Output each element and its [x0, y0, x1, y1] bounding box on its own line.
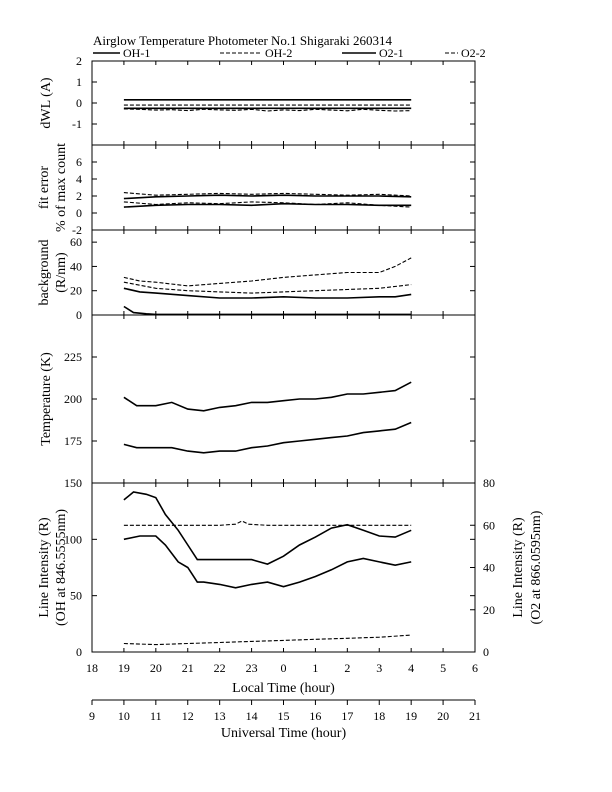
y-tick-label: -2 [72, 223, 82, 237]
ut-tick-label: 19 [405, 709, 417, 723]
y-tick-label: 4 [76, 172, 82, 186]
y-tick-label: 150 [64, 476, 82, 490]
series-oh-1 [123, 287, 412, 299]
ut-tick-label: 12 [182, 709, 194, 723]
series-o2-2 [123, 281, 412, 294]
panel-temp: 225 200 175 Temperature (K) [39, 314, 476, 484]
y2-tick-label: 20 [483, 603, 495, 617]
local-tick-label: 20 [150, 661, 162, 675]
y-axis-label: Temperature (K) [39, 352, 54, 446]
y2-tick-label: 0 [483, 645, 489, 659]
ut-tick-label: 14 [246, 709, 258, 723]
y-axis-label: dWL (A) [39, 77, 54, 129]
y-axis-label: fit error [37, 166, 52, 209]
ut-axis-label: Universal Time (hour) [221, 726, 347, 741]
y-axis-label: Line Intensity (R) [37, 517, 52, 618]
legend-label: OH-2 [265, 46, 292, 60]
local-axis-label: Local Time (hour) [232, 681, 335, 696]
ut-tick-label: 18 [373, 709, 385, 723]
y-tick-label: 100 [64, 532, 82, 546]
y-axis-label: background [37, 239, 52, 305]
y-tick-label: 2 [76, 189, 82, 203]
local-tick-label: 23 [246, 661, 258, 675]
series-o2-2 [123, 201, 412, 208]
series-o2-1 [123, 202, 412, 208]
local-tick-label: 19 [118, 661, 130, 675]
ut-tick-label: 9 [89, 709, 95, 723]
series-o2-2 [123, 108, 412, 112]
y-tick-label: 175 [64, 434, 82, 448]
panel-frame [91, 144, 476, 231]
panel-frame [91, 482, 476, 653]
y-tick-label: 60 [70, 235, 82, 249]
local-tick-label: 0 [281, 661, 287, 675]
panel-dwl: 2 1 0 -1 dWL (A) [39, 54, 476, 146]
figure-title: Airglow Temperature Photometer No.1 Shig… [93, 33, 393, 48]
series-o2-2 [123, 634, 412, 646]
local-tick-label: 1 [312, 661, 318, 675]
panel-bg: 60 40 20 0 background (R/nm) [37, 229, 476, 322]
local-tick-label: 5 [440, 661, 446, 675]
series-oh-2 [123, 535, 412, 589]
y-tick-label: 0 [76, 96, 82, 110]
ut-tick-label: 11 [150, 709, 162, 723]
y-tick-label: 0 [76, 308, 82, 322]
legend-label: OH-1 [123, 46, 150, 60]
series-oh-2 [123, 192, 412, 197]
y-tick-label: -1 [72, 117, 82, 131]
ut-tick-label: 15 [278, 709, 290, 723]
series-oh [123, 381, 412, 412]
legend: OH-1 OH-2 O2-1 O2-2 [93, 46, 486, 60]
y-tick-label: 0 [76, 206, 82, 220]
series-oh-1 [123, 194, 412, 200]
panel-frame [91, 60, 476, 146]
y2-tick-label: 80 [483, 476, 495, 490]
y-tick-label: 20 [70, 284, 82, 298]
legend-label: O2-2 [461, 46, 486, 60]
y-axis-label: (OH at 846.5555nm) [54, 509, 69, 626]
ut-tick-label: 16 [309, 709, 321, 723]
local-tick-label: 2 [344, 661, 350, 675]
local-tick-label: 6 [472, 661, 478, 675]
series-o2 [123, 421, 412, 454]
local-tick-label: 18 [86, 661, 98, 675]
y-axis-label: (R/nm) [54, 252, 69, 293]
series-oh-2 [123, 257, 412, 287]
y2-tick-label: 60 [483, 518, 495, 532]
ut-tick-label: 17 [341, 709, 353, 723]
panel-fit: 6 4 2 0 -2 fit error% of max count [37, 143, 476, 237]
ut-tick-label: 13 [214, 709, 226, 723]
ut-tick-label: 21 [469, 709, 481, 723]
y-tick-label: 50 [70, 589, 82, 603]
panel-frame [91, 229, 476, 316]
universal-time-axis: 9 10 11 12 13 14 15 16 17 18 19 20 21 Universal Time … [89, 699, 481, 741]
local-tick-label: 4 [408, 661, 414, 675]
y2-axis-label: (O2 at 866.0595nm) [529, 510, 544, 624]
y-tick-label: 1 [76, 75, 82, 89]
y-tick-label: 6 [76, 155, 82, 169]
y-tick-label: 0 [76, 645, 82, 659]
local-tick-label: 3 [376, 661, 382, 675]
y-axis-label: % of max count [54, 143, 69, 232]
y2-axis-label: Line Intensity (R) [511, 517, 526, 618]
ut-tick-label: 10 [118, 709, 130, 723]
ut-tick-label: 20 [437, 709, 449, 723]
local-tick-label: 22 [214, 661, 226, 675]
y2-tick-label: 40 [483, 561, 495, 575]
local-tick-label: 21 [182, 661, 194, 675]
y-tick-label: 40 [70, 259, 82, 273]
y-tick-label: 225 [64, 350, 82, 364]
series-o2-1 [123, 305, 412, 316]
legend-label: O2-1 [379, 46, 404, 60]
panel-frame [91, 314, 476, 484]
series-o2-1 [123, 520, 412, 526]
y-tick-label: 2 [76, 54, 82, 68]
series-oh-1 [123, 491, 412, 565]
y-tick-label: 200 [64, 392, 82, 406]
